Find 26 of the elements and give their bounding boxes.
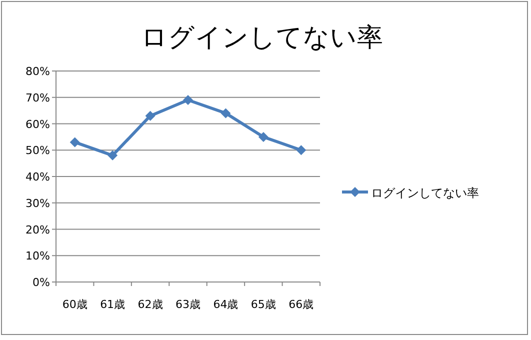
x-tick-label: 66歳	[288, 298, 314, 311]
x-tick-label: 65歳	[250, 298, 276, 311]
point	[183, 95, 193, 106]
x-tick-label: 60歳	[62, 298, 88, 311]
x-tick-label: 61歳	[100, 298, 126, 311]
y-tick-label: 80%	[26, 65, 50, 78]
point	[70, 137, 80, 148]
y-tick-label: 30%	[26, 196, 50, 210]
point	[296, 145, 306, 156]
y-tick-label: 0%	[32, 276, 50, 289]
point	[108, 150, 118, 160]
legend-label: ログインしてない率	[371, 186, 479, 200]
y-tick-label: 60%	[26, 118, 50, 131]
point	[220, 108, 231, 118]
title: ログインしてない率	[141, 23, 383, 53]
x-tick-label: 62歳	[138, 298, 163, 311]
point	[258, 132, 268, 142]
legend: ログインしてない率	[342, 186, 479, 200]
point	[145, 110, 156, 121]
x-tick-label: 63歳	[176, 298, 200, 311]
y-tick-label: 20%	[26, 223, 50, 236]
y-tick-label: 10%	[26, 250, 50, 263]
x-tick-label: 64歳	[213, 298, 238, 311]
y-tick-label: 40%	[26, 170, 50, 184]
y-tick-label: 50%	[26, 144, 50, 158]
y-tick-label: 70%	[26, 91, 50, 104]
